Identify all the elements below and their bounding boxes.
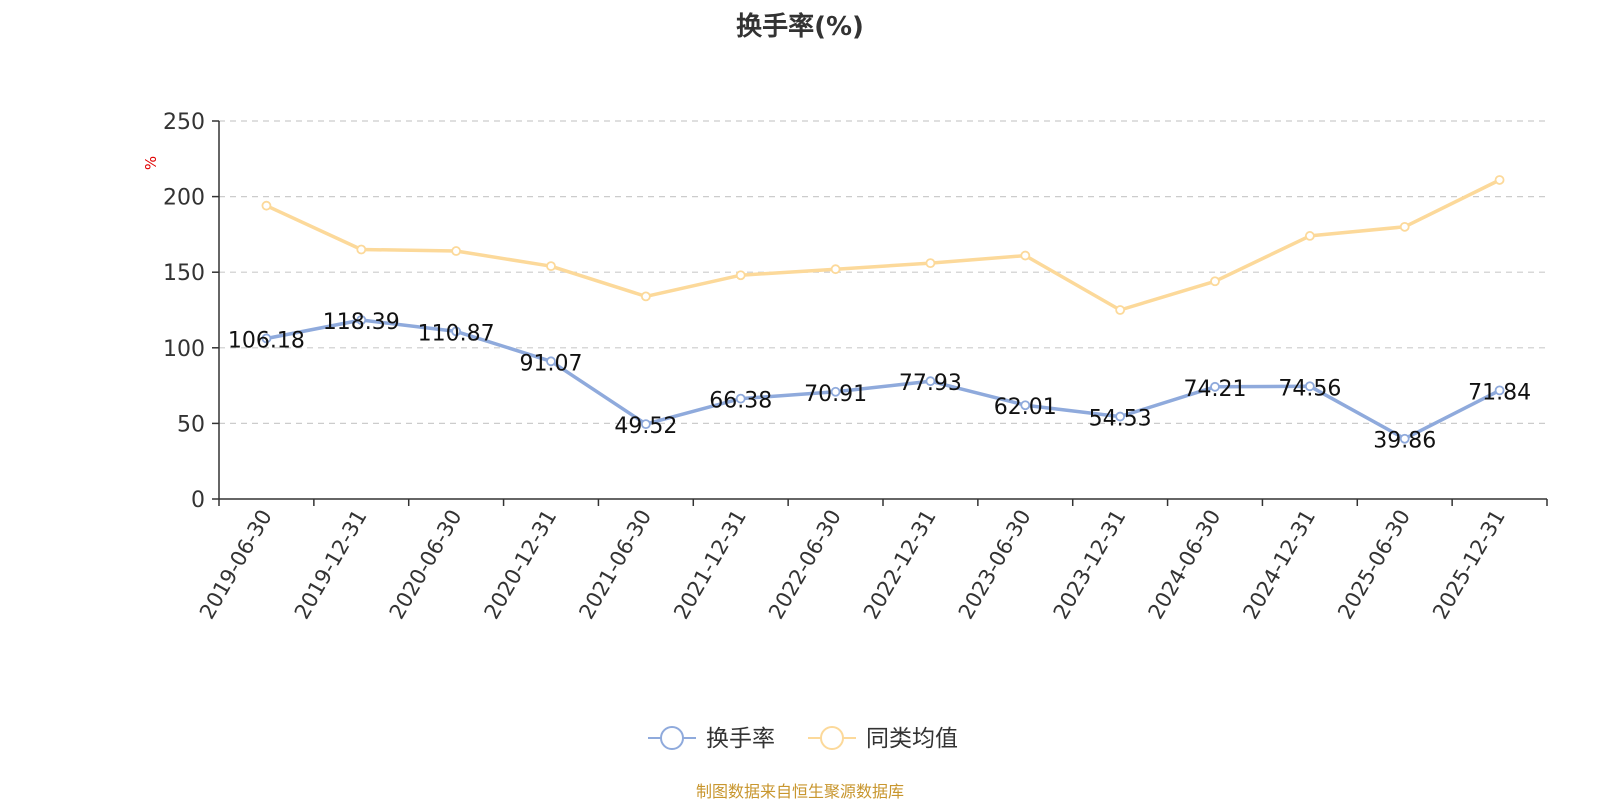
data-label: 62.01 (994, 395, 1057, 420)
data-label: 49.52 (614, 414, 677, 439)
legend-label: 同类均值 (866, 726, 958, 752)
data-point (1494, 175, 1505, 185)
legend-item-同类均值[interactable]: 同类均值 (808, 726, 958, 752)
data-point (1210, 276, 1220, 287)
data-point (1399, 221, 1410, 232)
data-point (1304, 381, 1315, 392)
grid-layer (219, 120, 1547, 424)
y-tick-label: 50 (177, 412, 205, 437)
source-note: 制图数据来自恒生聚源数据库 (695, 782, 904, 801)
data-point (1304, 231, 1315, 241)
data-point (1399, 433, 1410, 444)
data-point (830, 264, 841, 275)
y-tick-label: 150 (163, 261, 205, 286)
legend-label: 换手率 (706, 726, 775, 752)
x-tick-label: 2024-06-30 (1144, 506, 1226, 624)
legend-marker-icon (660, 726, 684, 750)
y-tick-label: 200 (163, 186, 205, 211)
x-tick-label: 2023-06-30 (954, 506, 1036, 624)
data-point (546, 356, 556, 367)
x-tick-label: 2020-06-30 (385, 505, 467, 623)
data-point (1020, 400, 1031, 411)
data-point (1115, 411, 1126, 422)
y-axis-label: % (142, 156, 160, 170)
data-point (925, 258, 936, 269)
series-line-换手率 (266, 318, 1501, 441)
data-point (735, 393, 746, 404)
x-tick-label: 2021-12-31 (669, 506, 751, 624)
y-tick-label: 0 (191, 488, 205, 513)
data-point (546, 261, 556, 272)
data-point (735, 270, 746, 281)
x-tick-label: 2020-12-31 (480, 506, 562, 624)
data-point (451, 326, 462, 337)
data-point (356, 315, 367, 325)
data-point (640, 291, 651, 302)
data-label: 110.87 (418, 321, 495, 346)
data-label: 77.93 (899, 371, 962, 396)
data-point (1210, 381, 1220, 392)
data-label: 106.18 (228, 328, 305, 353)
legend-marker-icon (820, 726, 844, 750)
data-label: 54.53 (1089, 407, 1152, 432)
data-label: 66.38 (709, 389, 772, 414)
legend[interactable]: 换手率 同类均值 (648, 726, 958, 752)
data-label: 118.39 (323, 310, 400, 335)
y-tick-label: 250 (163, 110, 205, 135)
series-line-同类均值 (265, 178, 1501, 312)
x-tick-label: 2025-06-30 (1333, 506, 1415, 624)
data-point (1020, 250, 1031, 261)
chart-title: 换手率(%) (736, 12, 864, 42)
x-tick-label: 2022-12-31 (859, 506, 941, 624)
x-tick-label: 2021-06-30 (574, 506, 656, 624)
x-tick-label: 2019-06-30 (195, 506, 277, 624)
x-tick-label: 2022-06-30 (764, 506, 846, 624)
data-label: 91.07 (520, 351, 583, 376)
data-label: 71.84 (1468, 380, 1531, 405)
x-tick-label: 2019-12-31 (290, 506, 372, 624)
data-label: 74.21 (1184, 377, 1247, 402)
data-point (1494, 385, 1505, 396)
x-tick-label: 2025-12-31 (1428, 506, 1510, 624)
data-point (261, 200, 272, 211)
data-point (1115, 305, 1126, 315)
data-label: 70.91 (804, 382, 867, 407)
y-tick-label: 100 (163, 337, 205, 362)
x-tick-label: 2024-12-31 (1238, 506, 1320, 624)
data-point (640, 419, 651, 430)
legend-item-换手率[interactable]: 换手率 (648, 726, 775, 752)
data-label: 74.56 (1278, 376, 1341, 401)
data-label: 39.86 (1373, 429, 1436, 454)
data-point (261, 333, 272, 344)
data-point (356, 244, 367, 255)
x-tick-label: 2023-12-31 (1049, 506, 1131, 624)
data-label-layer: 106.18 118.39 110.87 91.07 49.52 66.38 70.91 77… (228, 310, 1531, 454)
data-point (830, 386, 841, 397)
data-point (925, 376, 936, 387)
data-point (451, 246, 462, 256)
series-layer (261, 175, 1505, 444)
